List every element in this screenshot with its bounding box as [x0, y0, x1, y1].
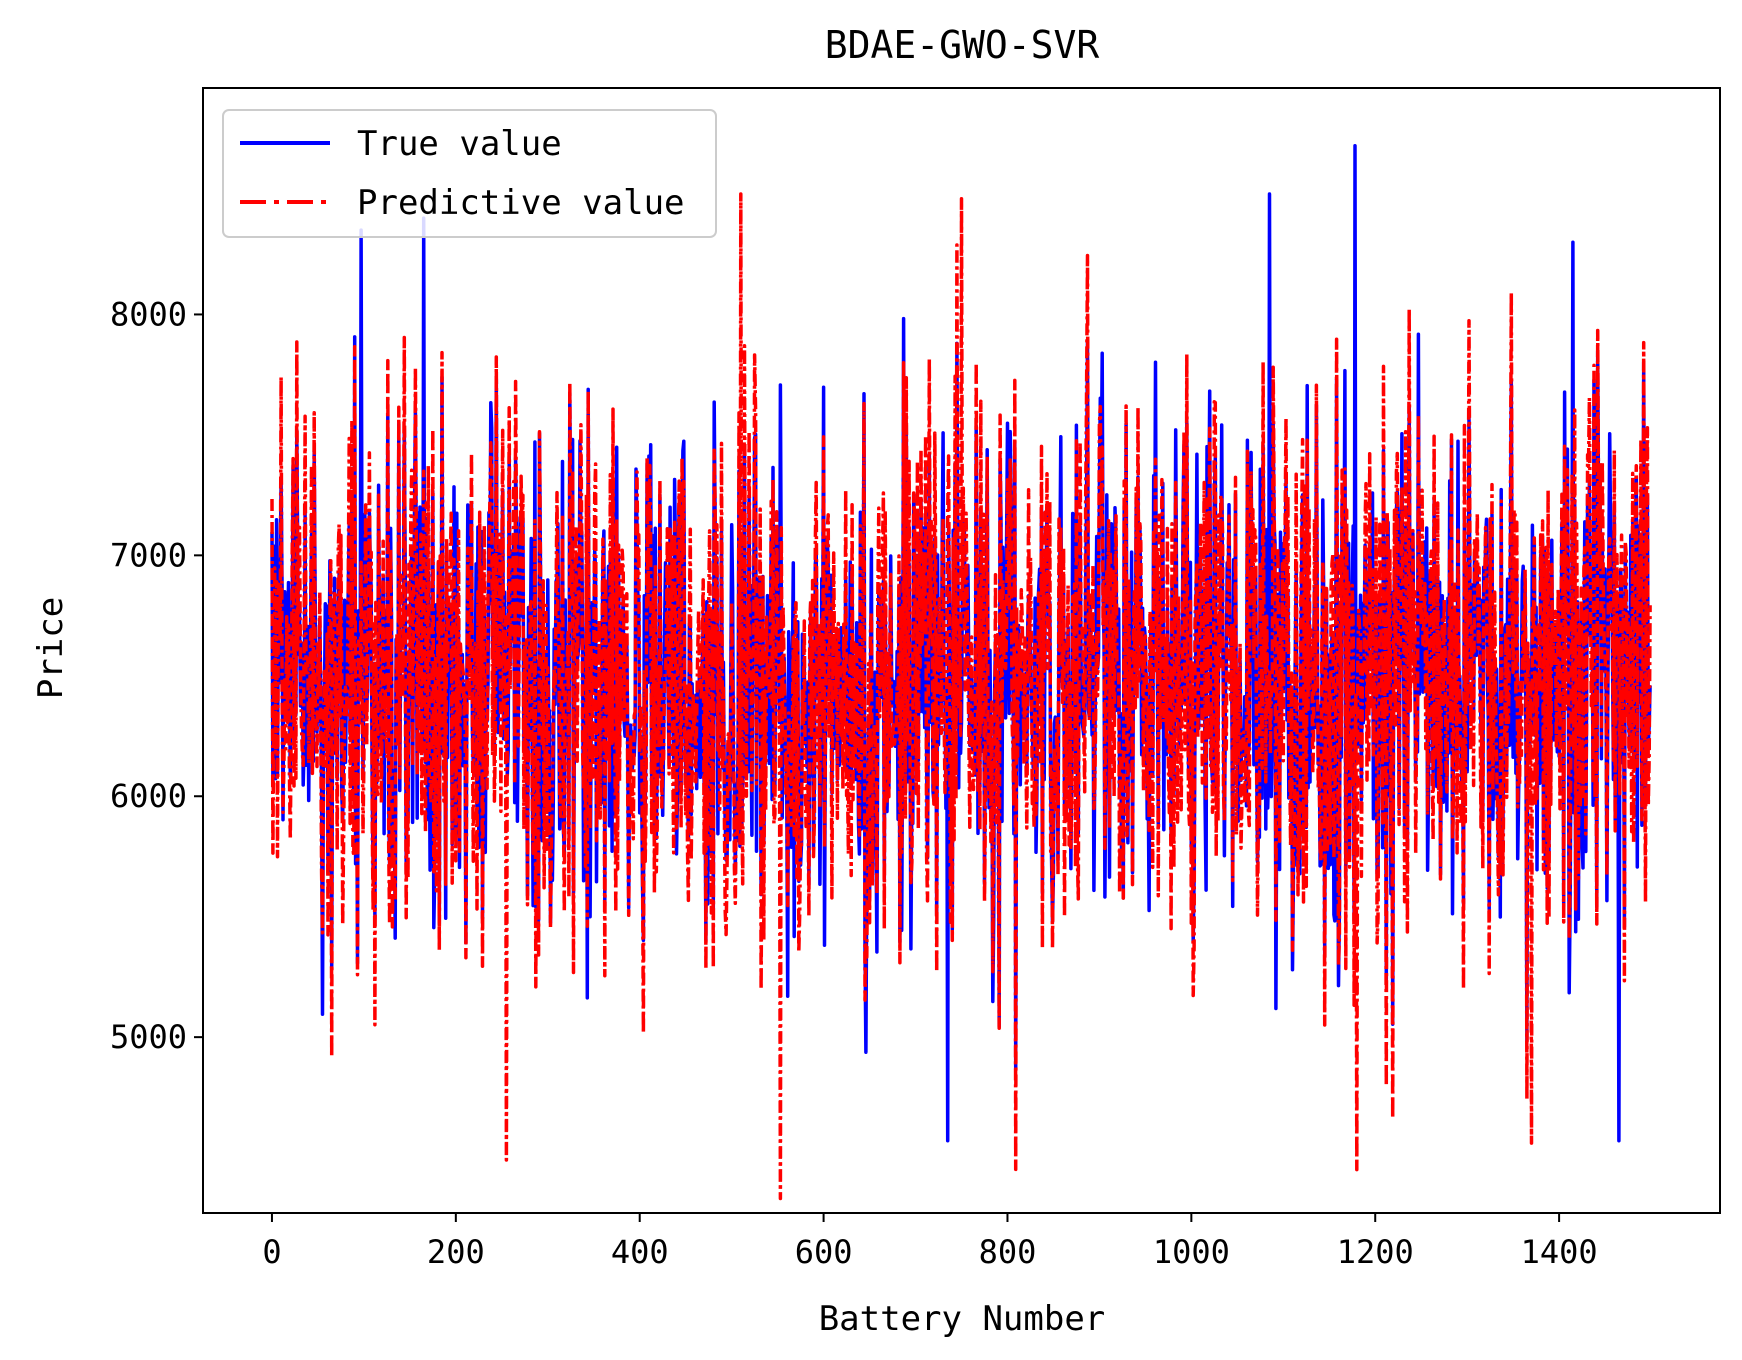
x-axis-label: Battery Number: [819, 1299, 1106, 1339]
x-tick-label: 1200: [1337, 1233, 1414, 1271]
y-tick-label: 8000: [110, 295, 187, 333]
y-tick-label: 7000: [110, 536, 187, 574]
x-tick-label: 800: [979, 1233, 1037, 1271]
x-tick-label: 200: [427, 1233, 485, 1271]
legend-label: Predictive value: [357, 183, 685, 223]
x-tick-label: 600: [795, 1233, 853, 1271]
plot-frame: [202, 87, 1721, 1214]
x-tick-label: 0: [262, 1233, 281, 1271]
x-tick-label: 1000: [1153, 1233, 1230, 1271]
x-tick-label: 400: [611, 1233, 669, 1271]
legend-box: [222, 109, 717, 238]
plot-area: [270, 144, 1652, 1201]
y-tick-label: 5000: [110, 1018, 187, 1056]
y-tick-label: 6000: [110, 777, 187, 815]
x-axis: 0 200 400 600 800 1000 1200 1400: [262, 1213, 1598, 1271]
y-axis-label: Price: [31, 597, 71, 699]
legend: True value Predictive value: [222, 109, 717, 238]
legend-label: True value: [357, 124, 562, 164]
x-tick-label: 1400: [1521, 1233, 1598, 1271]
chart-title: BDAE-GWO-SVR: [825, 23, 1100, 67]
series-line-predictive-value: [270, 192, 1652, 1201]
y-axis: 5000 6000 7000 8000: [110, 295, 203, 1056]
